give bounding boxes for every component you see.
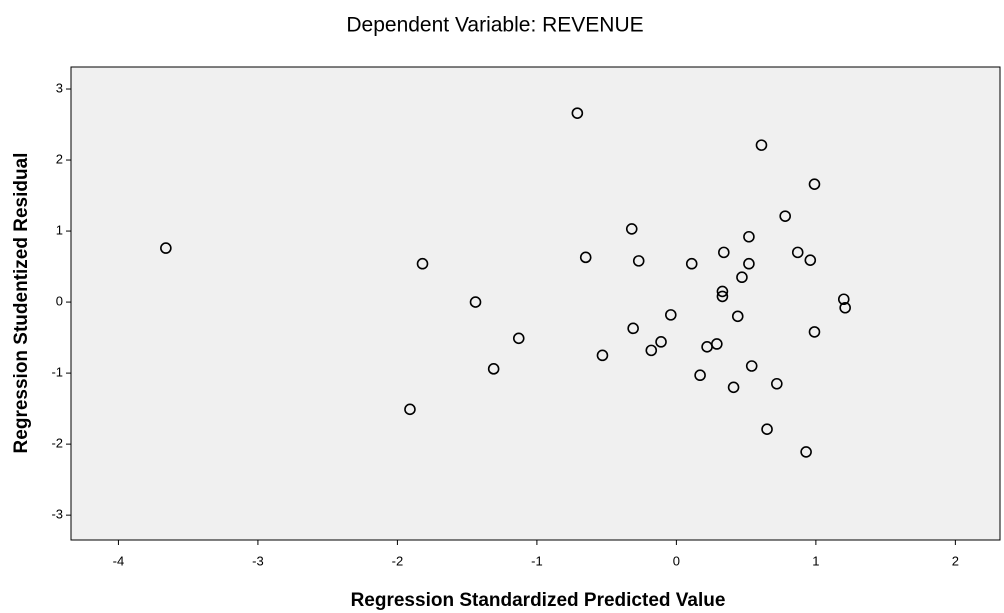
point — [808, 178, 821, 190]
y-tick-label: -3 — [51, 507, 63, 522]
point — [160, 242, 172, 254]
point — [727, 381, 740, 394]
point — [837, 293, 850, 306]
point — [718, 246, 730, 259]
point — [736, 271, 748, 284]
x-tick-label: 2 — [952, 553, 959, 568]
point — [745, 360, 758, 372]
point — [645, 344, 658, 357]
point — [694, 369, 706, 382]
point — [804, 254, 817, 266]
y-tick-label: -1 — [51, 365, 63, 380]
point — [755, 139, 768, 151]
chart-title: Dependent Variable: REVENUE — [346, 14, 643, 37]
point — [808, 326, 821, 338]
point — [596, 349, 609, 362]
y-tick-label: -2 — [51, 436, 63, 451]
point — [512, 332, 525, 345]
point — [416, 257, 429, 270]
point — [625, 223, 638, 235]
y-tick-label: 0 — [56, 294, 63, 309]
point — [716, 290, 729, 303]
plot-area — [70, 66, 1001, 541]
y-tick-label: 2 — [56, 151, 63, 166]
point — [655, 336, 667, 348]
point — [632, 255, 645, 267]
point — [800, 446, 812, 458]
point — [791, 246, 804, 259]
x-tick-label: -1 — [531, 553, 543, 568]
y-tick-label: 1 — [56, 222, 63, 237]
x-tick-label: 1 — [812, 553, 819, 568]
point — [731, 310, 744, 323]
point — [743, 257, 755, 270]
x-tick-label: 0 — [673, 553, 680, 568]
x-axis-title: Regression Standardized Predicted Value — [351, 590, 726, 611]
point — [685, 257, 698, 270]
x-tick-label: -2 — [392, 553, 404, 568]
point — [627, 322, 639, 335]
point — [665, 309, 677, 321]
point — [487, 363, 500, 375]
point — [571, 107, 584, 119]
point — [404, 403, 416, 416]
point — [579, 251, 592, 264]
point — [711, 338, 723, 350]
point — [743, 230, 755, 243]
point — [469, 296, 482, 308]
y-tick-label: 3 — [56, 80, 63, 95]
x-tick-label: -4 — [113, 553, 125, 568]
point — [716, 285, 729, 298]
point — [771, 377, 783, 390]
x-tick-label: -3 — [252, 553, 264, 568]
point — [779, 210, 791, 222]
point — [839, 301, 851, 314]
point — [761, 423, 773, 436]
y-axis-title: Regression Studentized Residual — [11, 153, 32, 454]
